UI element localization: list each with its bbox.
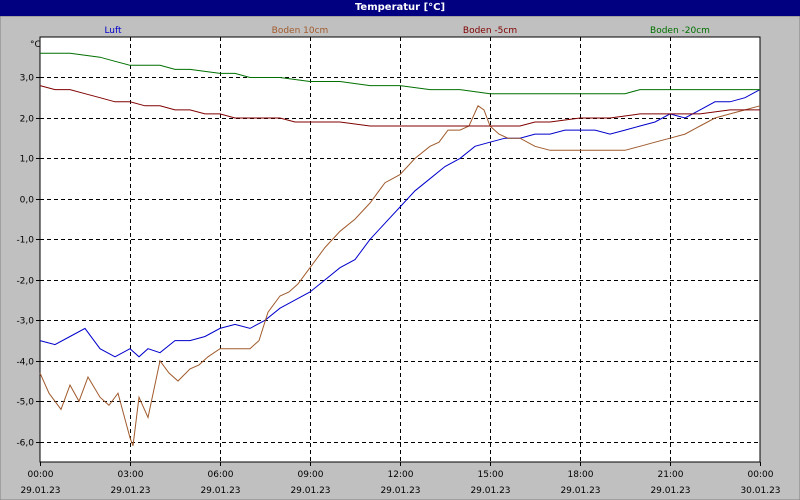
y-tick-label: -6,0	[16, 439, 34, 449]
x-axis: 00:00 29.01.23 03:00 29.01.23 06:00 29.01.23 0…	[20, 462, 781, 496]
y-tick-label: 1,0	[20, 155, 35, 165]
y-tick-label: 0,0	[20, 196, 35, 206]
x-tick-time-label: 00:00	[748, 470, 774, 480]
y-axis: 3,0 2,0 1,0 0,0 -1,0 -2,0 -3,0 -4,0 -5,0 -6,0	[16, 74, 40, 449]
x-tick-time-label: 15:00	[478, 470, 504, 480]
x-tick-date-label: 30.01.23	[740, 486, 780, 496]
y-tick-label: 2,0	[20, 115, 35, 125]
series-line-luft	[39, 89, 761, 358]
y-tick-label: -1,0	[16, 236, 34, 246]
y-unit-label: °C	[30, 40, 41, 50]
x-tick-date-label: 29.01.23	[470, 486, 510, 496]
window-title: Temperatur [°C]	[0, 0, 800, 16]
x-tick-time-label: 06:00	[208, 470, 234, 480]
x-tick-date-label: 29.01.23	[110, 486, 150, 496]
series-line-boden-10cm	[39, 105, 761, 446]
legend-entry-boden-20cm: Boden -20cm	[650, 26, 710, 36]
legend-entry-luft: Luft	[104, 26, 122, 36]
x-tick-date-label: 29.01.23	[650, 486, 690, 496]
x-tick-time-label: 12:00	[388, 470, 414, 480]
x-tick-date-label: 29.01.23	[200, 486, 240, 496]
series-layer	[39, 52, 761, 446]
x-tick-time-label: 21:00	[658, 470, 684, 480]
y-tick-label: -2,0	[16, 277, 34, 287]
x-tick-date-label: 29.01.23	[20, 486, 60, 496]
legend-entry-boden-10cm: Boden 10cm	[272, 26, 329, 36]
y-tick-label: -4,0	[16, 358, 34, 368]
series-line-boden-5cm	[39, 85, 760, 127]
x-tick-time-label: 18:00	[568, 470, 594, 480]
x-tick-date-label: 29.01.23	[380, 486, 420, 496]
y-tick-label: -3,0	[16, 317, 34, 327]
y-tick-label: 3,0	[20, 74, 35, 84]
series-line-boden-20cm	[40, 52, 760, 95]
legend-entry-boden-5cm: Boden -5cm	[463, 26, 517, 36]
x-tick-time-label: 09:00	[298, 470, 324, 480]
window-frame	[0, 15, 800, 500]
legend: Luft Boden 10cm Boden -5cm Boden -20cm	[104, 26, 710, 36]
x-tick-date-label: 29.01.23	[290, 486, 330, 496]
x-tick-time-label: 00:00	[28, 470, 54, 480]
x-tick-time-label: 03:00	[118, 470, 144, 480]
y-tick-label: -5,0	[16, 398, 34, 408]
x-tick-date-label: 29.01.23	[560, 486, 600, 496]
